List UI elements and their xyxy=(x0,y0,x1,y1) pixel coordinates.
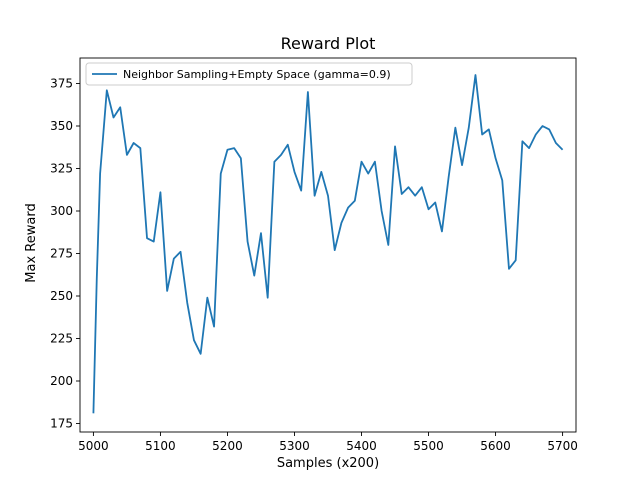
x-tick-label: 5100 xyxy=(145,439,176,453)
y-tick-label: 375 xyxy=(50,77,73,91)
x-tick-label: 5700 xyxy=(547,439,578,453)
x-tick-label: 5000 xyxy=(78,439,109,453)
y-tick-label: 250 xyxy=(50,289,73,303)
x-tick-label: 5300 xyxy=(279,439,310,453)
x-axis: 5000 5100 5200 5300 5400 5500 5600 5700 xyxy=(78,432,578,453)
x-tick-label: 5600 xyxy=(480,439,511,453)
legend-label: Neighbor Sampling+Empty Space (gamma=0.9… xyxy=(123,68,391,81)
y-tick-label: 225 xyxy=(50,332,73,346)
x-tick-label: 5500 xyxy=(413,439,444,453)
legend-box xyxy=(85,62,413,86)
plot-frame xyxy=(79,57,577,433)
y-tick-label: 325 xyxy=(50,162,73,176)
y-tick-label: 275 xyxy=(50,247,73,261)
chart-title: Reward Plot xyxy=(281,34,376,53)
x-tick-label: 5400 xyxy=(346,439,377,453)
y-tick-label: 350 xyxy=(50,119,73,133)
series-line-0 xyxy=(92,74,564,414)
y-axis-label: Max Reward xyxy=(24,203,39,282)
y-tick-label: 300 xyxy=(50,204,73,218)
y-tick-label: 175 xyxy=(50,417,73,431)
legend: Neighbor Sampling+Empty Space (gamma=0.9… xyxy=(85,62,413,86)
y-tick-label: 200 xyxy=(50,374,73,388)
y-axis: 175 200 225 250 275 300 325 350 375 xyxy=(50,77,80,431)
x-tick-label: 5200 xyxy=(212,439,243,453)
x-axis-label: Samples (x200) xyxy=(277,456,379,471)
plot-area xyxy=(79,57,577,433)
